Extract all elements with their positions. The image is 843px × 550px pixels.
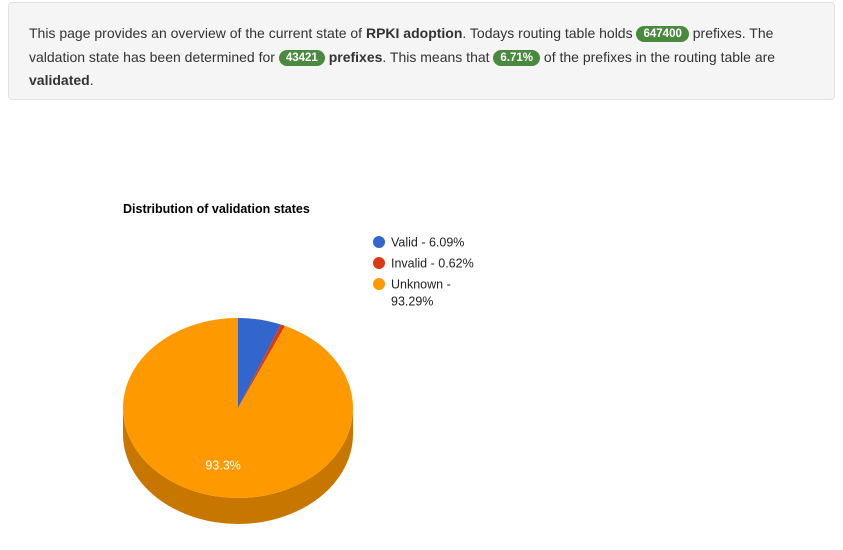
validated-percent-badge: 6.71% (493, 49, 541, 66)
pie-side-unknown (123, 408, 353, 524)
chart-legend: Valid - 6.09% Invalid - 0.62% Unknown - 93.… (373, 236, 474, 309)
legend-marker-unknown (373, 278, 385, 290)
summary-of-prefixes-text: of the prefixes in the routing table are (540, 48, 776, 65)
legend-label-unknown: 93.29% (391, 295, 433, 309)
pie-data-label-unknown: 93.3% (205, 459, 240, 473)
summary-intro-text: This page provides an overview of the cu… (29, 25, 366, 41)
validated-bold-word: validated (29, 72, 90, 88)
chart-title: Distribution of validation states (123, 202, 310, 216)
pie-slice-unknown (122, 318, 353, 498)
pie-slice-valid (238, 318, 281, 408)
routing-table-prefix-count-badge: 647400 (636, 26, 689, 42)
summary-means-text: . This means that (382, 48, 494, 65)
legend-marker-invalid (373, 257, 385, 269)
prefixes-bold-word: prefixes (328, 48, 383, 65)
legend-marker-valid (373, 236, 385, 248)
summary-end-text: . (89, 72, 94, 88)
rpki-summary-panel: This page provides an overview of the cu… (8, 2, 835, 100)
rpki-adoption-term: RPKI adoption (365, 25, 463, 41)
summary-prefixes-text: prefixes. The valdation state has been d… (29, 25, 774, 65)
summary-routing-text: . Todays routing table holds (462, 25, 637, 41)
legend-label-invalid: Invalid - 0.62% (391, 257, 474, 271)
pie-area: 93.3% (122, 318, 353, 524)
legend-label-valid: Valid - 6.09% (391, 236, 464, 250)
validated-prefix-count-badge: 43421 (278, 49, 325, 66)
legend-label-unknown: Unknown - (391, 278, 451, 292)
pie-slice-invalid (238, 324, 286, 408)
